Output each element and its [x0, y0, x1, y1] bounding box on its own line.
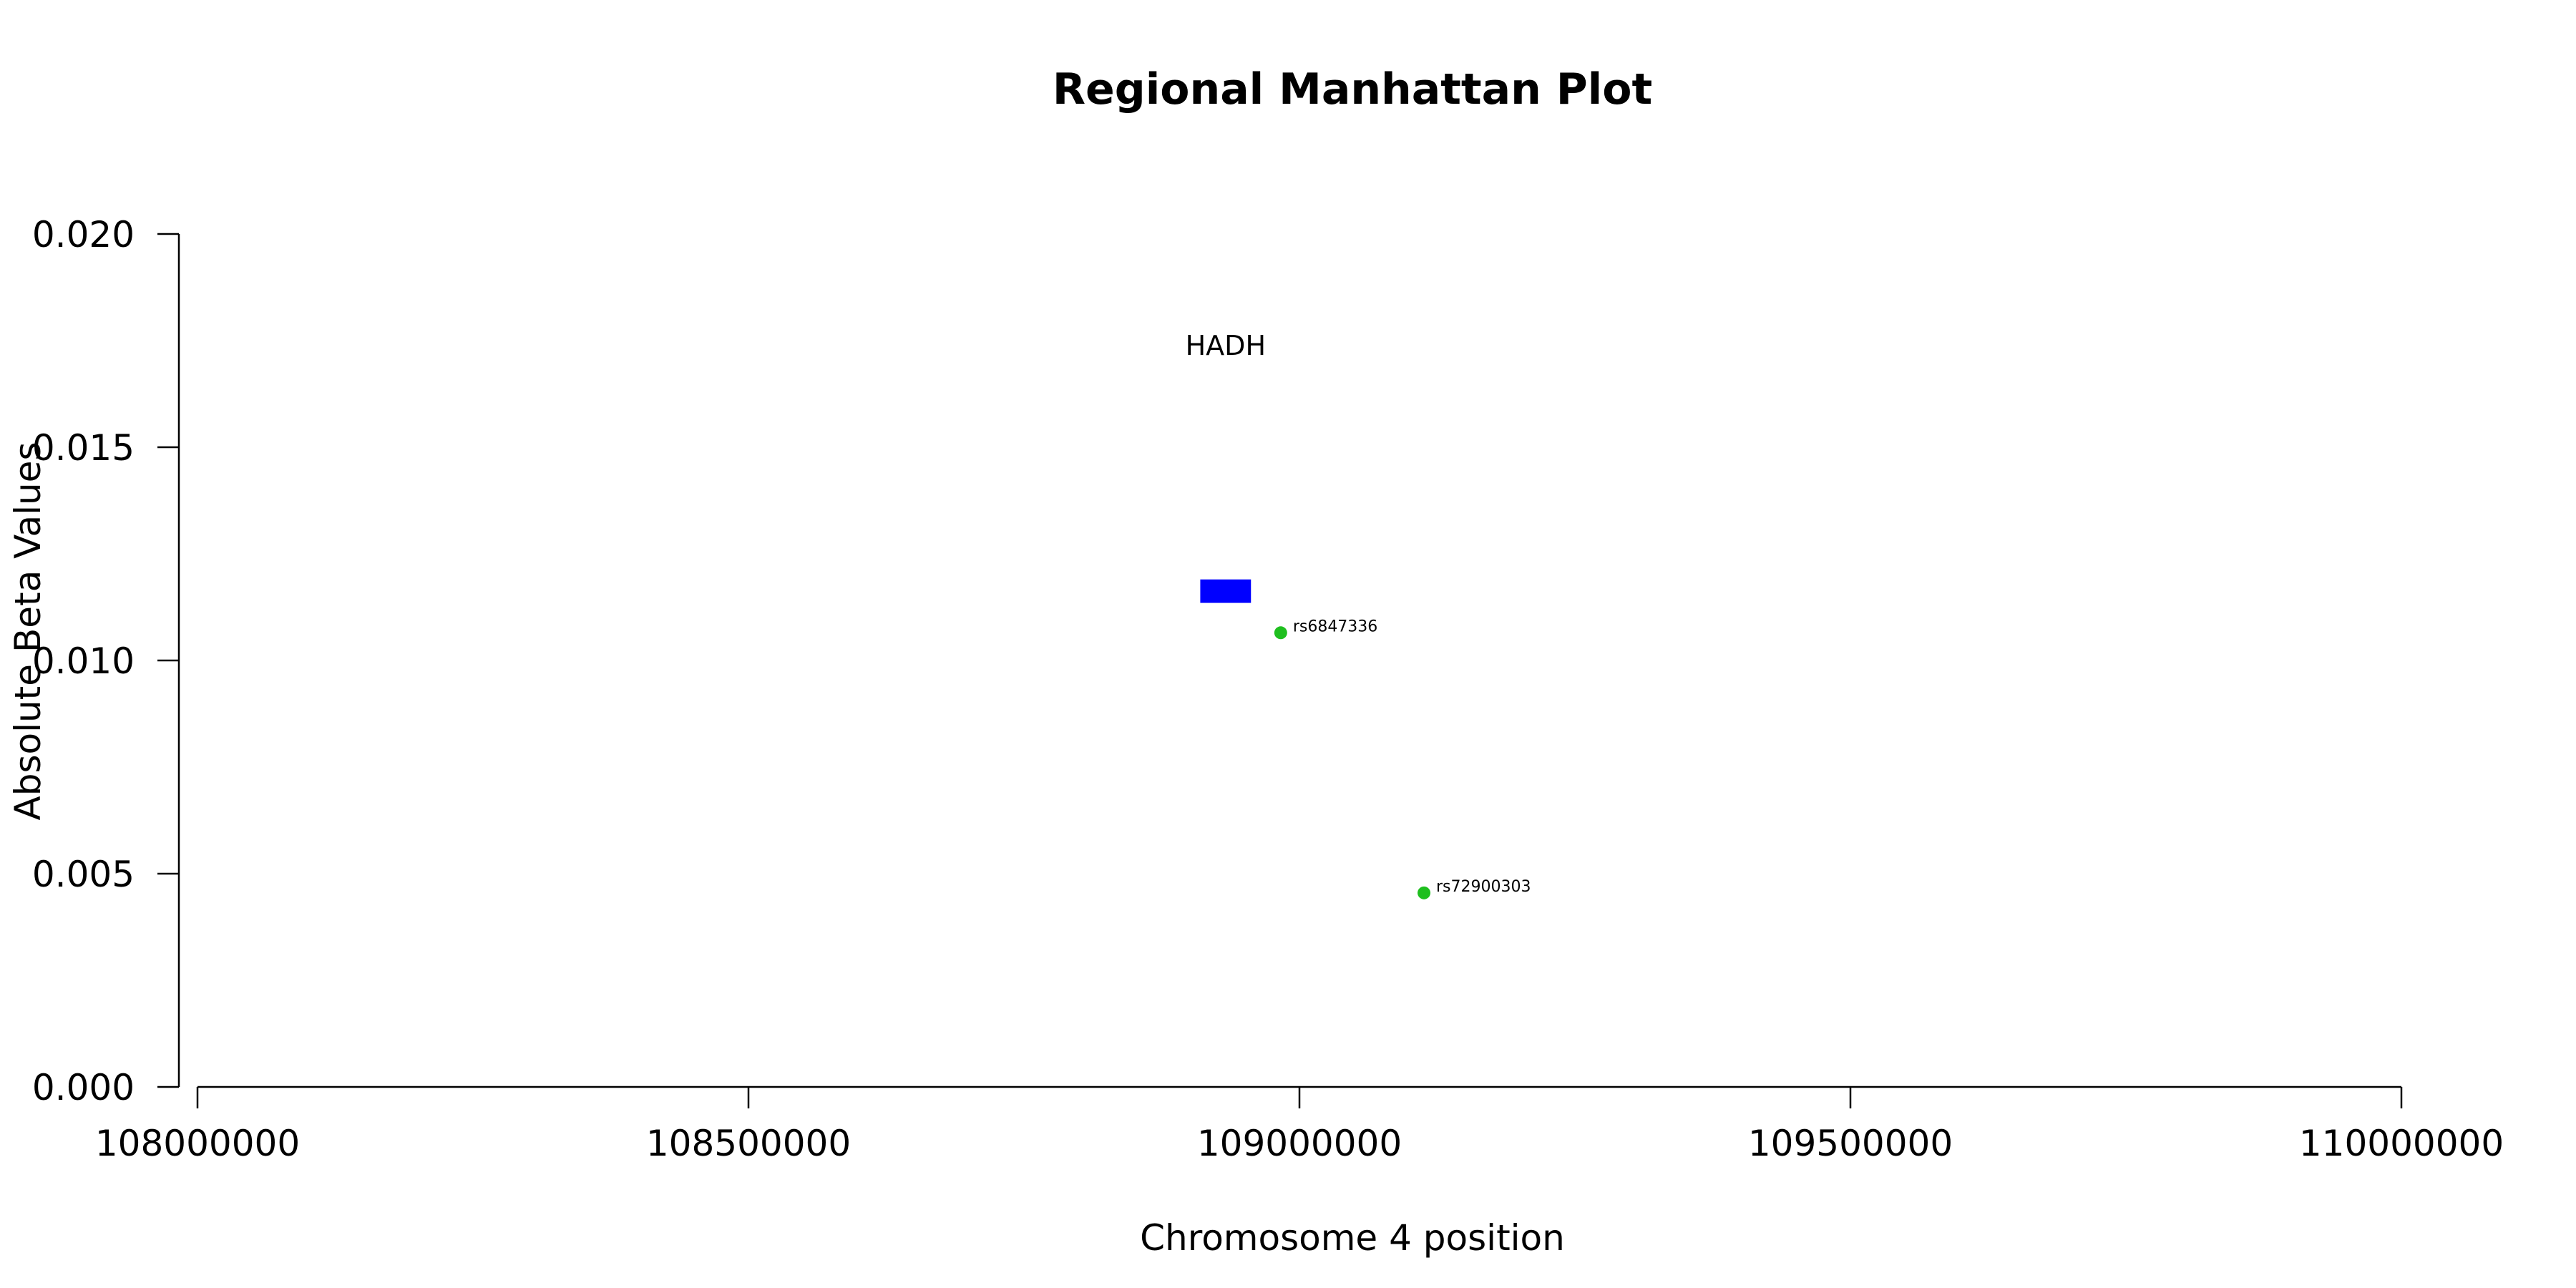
- y-tick-label: 0.015: [32, 427, 135, 469]
- y-tick-label: 0.020: [32, 214, 135, 255]
- x-tick-label: 109000000: [1197, 1123, 1402, 1164]
- x-axis-label: Chromosome 4 position: [1140, 1217, 1565, 1259]
- chart-title: Regional Manhattan Plot: [1053, 64, 1652, 114]
- y-axis-label: Absolute Beta Values: [7, 442, 49, 821]
- gene-bar: [1200, 579, 1252, 603]
- x-tick-label: 110000000: [2299, 1123, 2504, 1164]
- snp-label: rs72900303: [1436, 878, 1531, 896]
- snp-point: [1418, 886, 1431, 899]
- snp-point: [1274, 626, 1287, 640]
- y-tick-label: 0.005: [32, 854, 135, 895]
- gene-label: HADH: [1186, 330, 1266, 361]
- x-tick-label: 108500000: [646, 1123, 851, 1164]
- y-tick-label: 0.000: [32, 1067, 135, 1108]
- x-tick-label: 109500000: [1748, 1123, 1953, 1164]
- y-tick-label: 0.010: [32, 640, 135, 682]
- x-tick-label: 108000000: [95, 1123, 300, 1164]
- snp-label: rs6847336: [1293, 618, 1378, 635]
